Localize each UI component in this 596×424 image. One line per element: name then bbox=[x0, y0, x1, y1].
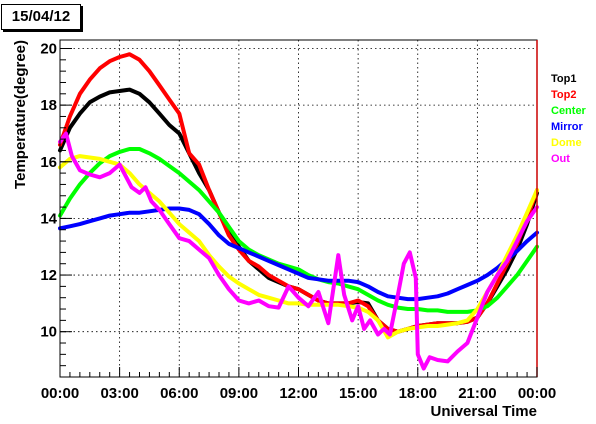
series-layer bbox=[58, 52, 539, 371]
legend-item-top2: Top2 bbox=[551, 89, 576, 101]
chart-title: 15/04/12 bbox=[1, 4, 81, 30]
series-line-out bbox=[58, 131, 539, 371]
y-tick-label: 12 bbox=[40, 267, 57, 284]
x-tick-label: 00:00 bbox=[41, 385, 79, 402]
series-line-top2 bbox=[58, 52, 539, 334]
legend-item-mirror: Mirror bbox=[551, 121, 584, 133]
tick-labels: 00:00 03:00 06:00 09:00 12:00 15:00 18:00 21:00… bbox=[40, 40, 556, 402]
x-tick-label: 21:00 bbox=[458, 385, 496, 402]
x-tick-label: 12:00 bbox=[279, 385, 317, 402]
legend-item-top1: Top1 bbox=[551, 73, 576, 85]
x-tick-label: 18:00 bbox=[399, 385, 437, 402]
series-line-dome bbox=[58, 154, 539, 340]
x-axis-label: Universal Time bbox=[431, 403, 537, 420]
x-tick-label: 03:00 bbox=[100, 385, 138, 402]
x-tick-label: 09:00 bbox=[220, 385, 258, 402]
y-axis-label: Temperature(degree) bbox=[12, 40, 29, 189]
legend-item-dome: Dome bbox=[551, 137, 582, 149]
x-tick-label: 00:00 bbox=[518, 385, 556, 402]
series-line-center bbox=[58, 147, 539, 314]
y-tick-label: 14 bbox=[40, 210, 57, 227]
y-tick-label: 16 bbox=[40, 154, 57, 171]
y-tick-label: 20 bbox=[40, 40, 57, 57]
y-tick-label: 10 bbox=[40, 324, 57, 341]
x-tick-label: 15:00 bbox=[339, 385, 377, 402]
axis-ticks bbox=[59, 47, 538, 378]
legend-item-out: Out bbox=[551, 153, 570, 165]
y-tick-label: 18 bbox=[40, 97, 57, 114]
legend-item-center: Center bbox=[551, 105, 587, 117]
x-tick-label: 06:00 bbox=[160, 385, 198, 402]
series-line-mirror bbox=[58, 206, 539, 302]
legend: Top1 Top2 Center Mirror Dome Out bbox=[551, 73, 587, 165]
